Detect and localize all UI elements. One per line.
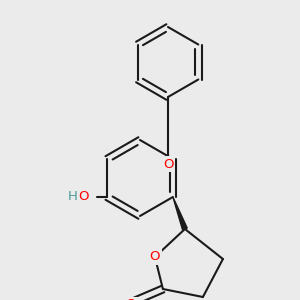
Text: O: O (150, 250, 160, 263)
Text: O: O (78, 190, 88, 203)
Text: O: O (126, 298, 136, 300)
Text: H: H (68, 190, 78, 203)
Text: O: O (163, 158, 173, 170)
Polygon shape (173, 197, 187, 230)
